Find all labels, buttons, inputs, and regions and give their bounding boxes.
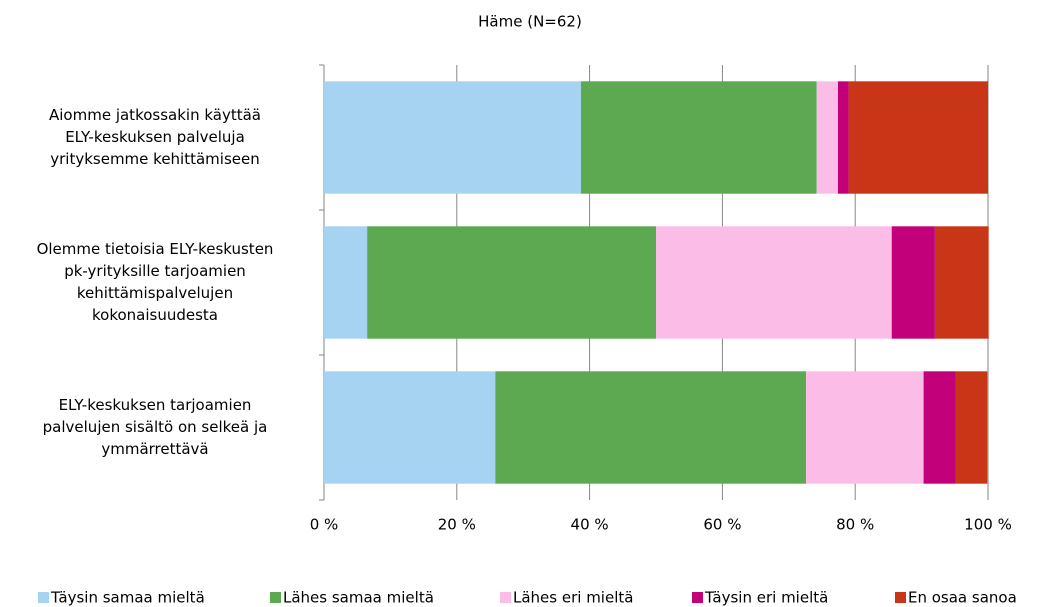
bar-segment [656,226,892,339]
bar-segment [495,371,807,484]
y-tick-label: ELY-keskuksen tarjoamien [59,396,252,414]
y-tick-label: kokonaisuudesta [92,306,218,324]
bar-segment [848,81,988,194]
legend-swatch [38,592,49,603]
x-tick-label: 100 % [964,516,1012,534]
legend-label: Lähes samaa mieltä [283,589,434,607]
bar-segment [837,81,849,194]
x-tick-label: 60 % [703,516,741,534]
y-tick-label: Olemme tietoisia ELY-keskusten [37,240,274,258]
x-tick-label: 40 % [571,516,609,534]
legend-swatch [692,592,703,603]
legend-swatch [895,592,906,603]
x-tick-label: 80 % [836,516,874,534]
y-tick-label: kehittämispalvelujen [77,284,233,302]
bar-segment [324,226,368,339]
bar-segment [934,226,989,339]
y-tick-label: ELY-keskuksen palveluja [65,128,245,146]
x-tick-label: 20 % [438,516,476,534]
x-tick-label: 0 % [310,516,339,534]
legend-label: Täysin eri mieltä [704,589,828,607]
bar-segment [891,226,935,339]
y-tick-label: pk-yrityksille tarjoamien [64,262,246,280]
bar-segment [367,226,656,339]
legend-label: En osaa sanoa [908,589,1017,607]
chart-title: Häme (N=62) [478,13,582,31]
y-tick-label: ymmärrettävä [101,440,208,458]
bar-segment [324,371,496,484]
legend-swatch [500,592,511,603]
bar-segment [806,371,924,484]
y-tick-label: Aiomme jatkossakin käyttää [49,106,261,124]
bar-segment [955,371,988,484]
bar-segment [923,371,956,484]
legend-label: Täysin samaa mieltä [50,589,205,607]
bar-segment [580,81,817,194]
legend-label: Lähes eri mieltä [513,589,633,607]
y-tick-label: yrityksemme kehittämiseen [50,150,260,168]
bar-segment [816,81,838,194]
y-tick-label: palvelujen sisältö on selkeä ja [43,418,268,436]
legend-swatch [270,592,281,603]
bar-segment [324,81,581,194]
